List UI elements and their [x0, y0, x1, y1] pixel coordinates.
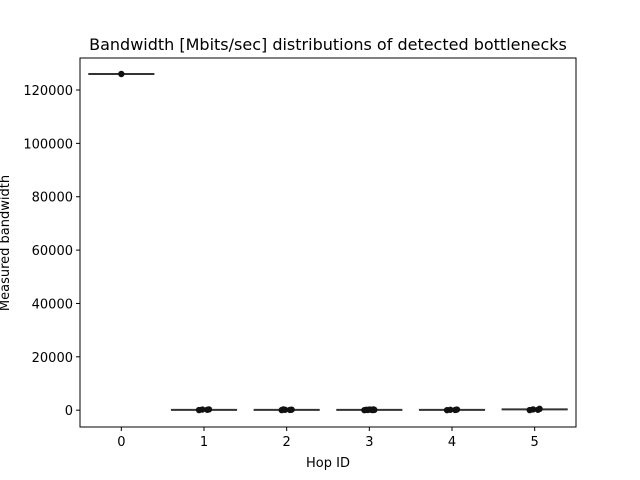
- y-tick-label: 60000: [32, 244, 73, 259]
- chart-title: Bandwidth [Mbits/sec] distributions of d…: [89, 35, 567, 54]
- y-tick-label: 20000: [32, 351, 73, 366]
- data-point: [288, 406, 295, 413]
- y-tick-label: 80000: [32, 191, 73, 206]
- y-axis-label: Measured bandwidth: [0, 175, 13, 311]
- data-point: [118, 70, 125, 78]
- y-tick-label: 100000: [23, 137, 73, 152]
- x-axis-label: Hop ID: [306, 456, 350, 471]
- x-tick-label: 3: [365, 435, 373, 450]
- x-tick-label: 2: [283, 435, 291, 450]
- x-axis: 0 1 2 3 4 5: [117, 427, 539, 450]
- y-axis: 0 20000 40000 60000 80000 100000 120000: [23, 84, 80, 419]
- data-point: [529, 406, 537, 413]
- plot-frame: [79, 57, 577, 428]
- data-point: [199, 406, 206, 413]
- x-tick-label: 1: [200, 435, 208, 450]
- plot-content: [88, 70, 568, 414]
- y-tick-label: 40000: [32, 297, 73, 312]
- data-point: [205, 406, 213, 413]
- data-point: [536, 405, 543, 413]
- data-point: [280, 406, 287, 413]
- data-point: [370, 406, 377, 413]
- y-tick-label: 120000: [23, 84, 73, 99]
- data-point: [453, 406, 461, 413]
- x-tick-label: 0: [117, 435, 125, 450]
- x-tick-label: 5: [531, 435, 539, 450]
- y-tick-label: 0: [65, 404, 73, 419]
- x-tick-label: 4: [448, 435, 456, 450]
- data-point: [447, 406, 454, 413]
